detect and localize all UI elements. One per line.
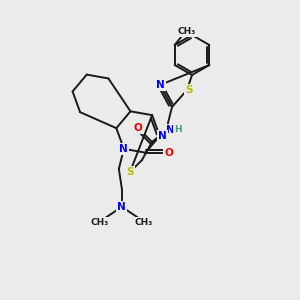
Text: N: N <box>119 144 128 154</box>
Text: CH₃: CH₃ <box>135 218 153 227</box>
Text: H: H <box>174 125 182 134</box>
Text: O: O <box>164 148 173 158</box>
Text: S: S <box>185 85 193 95</box>
Text: O: O <box>134 123 142 133</box>
Text: N: N <box>158 131 167 141</box>
Text: S: S <box>126 167 134 177</box>
Text: N: N <box>166 125 174 135</box>
Text: CH₃: CH₃ <box>178 26 196 35</box>
Text: N: N <box>156 80 164 90</box>
Text: CH₃: CH₃ <box>91 218 109 227</box>
Text: N: N <box>118 202 126 212</box>
